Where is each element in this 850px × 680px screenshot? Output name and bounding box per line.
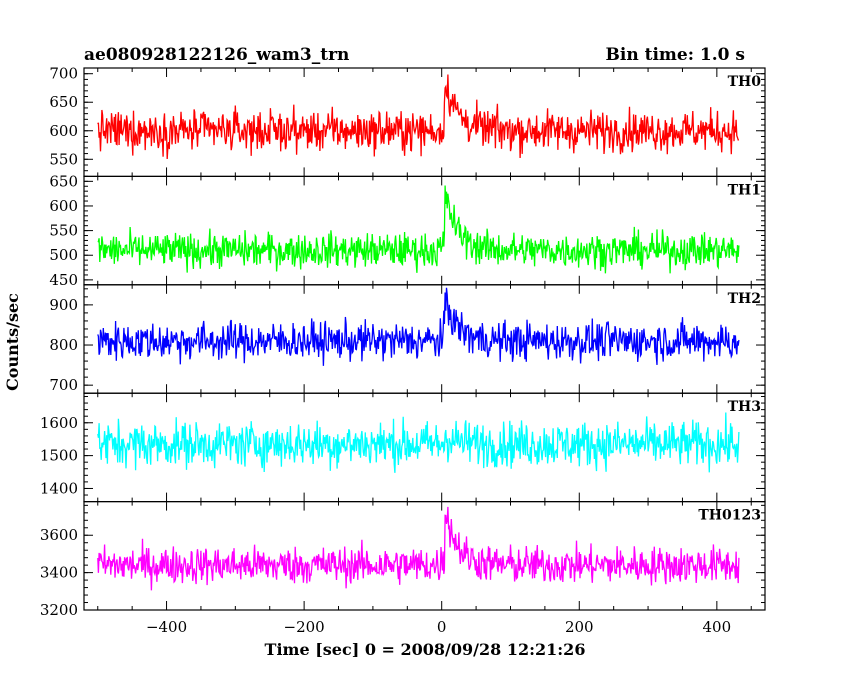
series-th3	[97, 412, 740, 473]
series-th0123	[97, 506, 740, 591]
y-tick-label: 3600	[40, 526, 78, 544]
y-tick-label: 550	[49, 222, 78, 240]
y-tick-label: 1500	[40, 447, 78, 465]
x-tick-label: −400	[146, 618, 187, 636]
x-tick-label: 0	[437, 618, 447, 636]
panel-th3: 1400 1500 1600 TH3	[40, 392, 766, 503]
y-tick-label: 600	[49, 197, 78, 215]
x-axis-title: Time [sec] 0 = 2008/09/28 12:21:26	[265, 640, 586, 659]
x-axis: −400 −200 0 200 400	[146, 618, 731, 636]
y-tick-label: 3400	[40, 564, 78, 582]
y-tick-label: 600	[49, 122, 78, 140]
panel-frame	[83, 501, 766, 611]
panel-label-th1: TH1	[728, 182, 761, 198]
x-tick-label: −200	[284, 618, 325, 636]
y-tick-label: 500	[49, 246, 78, 264]
y-tick-label: 650	[49, 172, 78, 190]
panel-label-th2: TH2	[728, 291, 761, 307]
bin-time-label: Bin time: 1.0 s	[606, 45, 745, 65]
x-tick-label: 400	[703, 618, 732, 636]
y-tick-label: 1400	[40, 479, 78, 497]
panel-th0: 550 600 650 700 TH0	[49, 65, 766, 178]
panel-frame	[83, 67, 766, 178]
y-tick-label: 800	[49, 336, 78, 354]
y-tick-label: 1600	[40, 414, 78, 432]
panel-label-th0123: TH0123	[698, 508, 761, 524]
panel-th0123: 3200 3400 3600 TH0123	[40, 501, 766, 619]
series-th1	[97, 185, 740, 274]
y-tick-label: 650	[49, 93, 78, 111]
x-tick-label: 200	[565, 618, 594, 636]
y-tick-label: 550	[49, 150, 78, 168]
y-tick-label: 700	[49, 376, 78, 394]
series-th0	[97, 74, 740, 160]
chart-title: ae080928122126_wam3_trn	[84, 45, 349, 65]
panel-label-th3: TH3	[728, 399, 761, 415]
y-tick-label: 3200	[40, 601, 78, 619]
series-th2	[97, 287, 740, 366]
y-tick-label: 450	[49, 271, 78, 289]
y-tick-label: 900	[49, 296, 78, 314]
panel-th1: 450 500 550 600 650 TH1	[49, 172, 766, 289]
panel-th2: 700 800 900 TH2	[49, 284, 766, 394]
y-axis-title: Counts/sec	[3, 293, 22, 391]
panels: 550 600 650 700 TH0 450 500 550 600 650 TH1 700 800 9…	[40, 65, 766, 619]
panel-label-th0: TH0	[728, 74, 762, 90]
y-tick-label: 700	[49, 65, 78, 83]
